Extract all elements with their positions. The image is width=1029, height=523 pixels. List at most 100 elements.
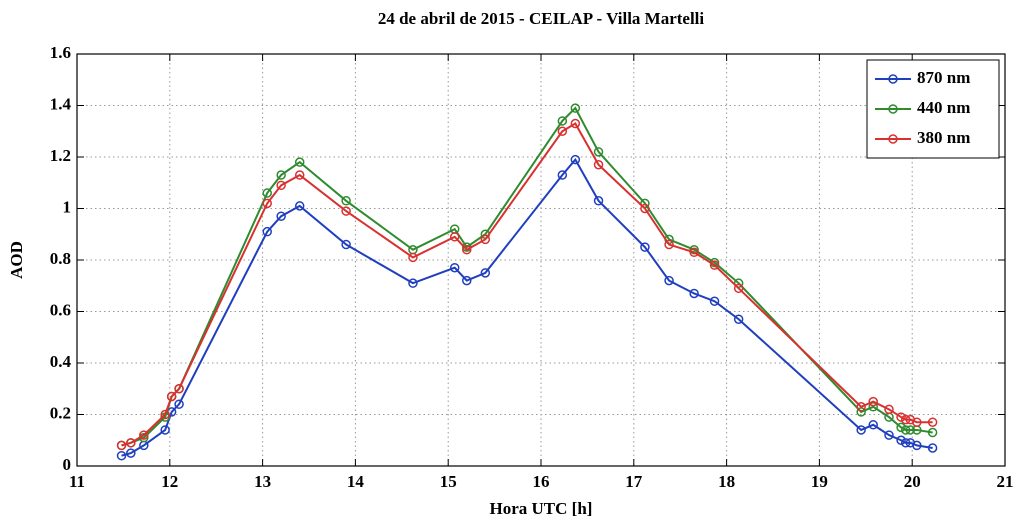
data-point: [449, 232, 460, 242]
x-tick-label: 16: [533, 472, 550, 491]
data-point: [262, 198, 272, 209]
data-point: [733, 314, 744, 324]
data-point: [116, 450, 127, 461]
data-point: [262, 188, 272, 198]
data-point: [733, 283, 744, 294]
data-point: [856, 407, 866, 417]
data-point: [856, 425, 866, 435]
data-point: [896, 412, 906, 422]
y-tick-label: 0: [63, 455, 72, 474]
data-point: [868, 420, 878, 430]
data-point: [462, 244, 472, 255]
legend-marker: [888, 134, 898, 144]
x-tick-label: 15: [440, 472, 457, 491]
x-tick-label: 13: [254, 472, 271, 491]
x-tick-label: 12: [161, 472, 178, 491]
data-point: [896, 435, 906, 445]
y-tick-label: 0.4: [50, 352, 72, 371]
data-point: [593, 196, 604, 206]
data-point: [927, 417, 938, 427]
y-tick-label: 0.8: [50, 249, 71, 268]
data-point: [139, 430, 149, 440]
data-point: [408, 278, 418, 288]
x-tick-label: 18: [718, 472, 735, 491]
data-point: [905, 425, 916, 435]
legend: 870 nm 440 nm 380 nm: [866, 59, 1000, 159]
x-tick-label: 20: [904, 472, 921, 491]
y-tick-label: 0.6: [50, 300, 71, 319]
data-point: [884, 404, 894, 415]
data-point: [868, 396, 878, 407]
x-axis-label: Hora UTC [h]: [490, 499, 593, 518]
data-point: [116, 440, 127, 451]
data-point: [341, 239, 351, 250]
data-point: [570, 103, 581, 113]
data-point: [664, 239, 674, 250]
data-point: [160, 409, 170, 420]
chart-title: 24 de abril de 2015 - CEILAP - Villa Mar…: [378, 9, 705, 28]
data-point: [557, 116, 568, 126]
data-point: [912, 417, 922, 427]
data-point: [341, 206, 351, 216]
data-point: [689, 247, 699, 258]
data-point: [900, 414, 911, 425]
data-point: [593, 159, 604, 170]
legend-marker: [888, 104, 898, 114]
data-point: [449, 262, 460, 273]
x-tick-label: 19: [811, 472, 828, 491]
data-point: [294, 170, 305, 180]
data-point: [341, 196, 351, 206]
legend-marker: [888, 74, 898, 84]
data-point: [166, 391, 177, 402]
data-point: [557, 170, 568, 180]
data-point: [868, 402, 878, 412]
y-tick-label: 1.4: [50, 94, 72, 113]
data-point: [160, 425, 170, 435]
data-point: [856, 402, 866, 412]
data-point: [689, 288, 699, 299]
data-point: [126, 448, 136, 458]
legend-label: 440 nm: [917, 98, 970, 117]
series-line: [121, 122, 933, 447]
y-tick-label: 1.6: [50, 43, 71, 62]
data-point: [709, 260, 720, 270]
data-point: [884, 430, 894, 440]
y-tick-label: 0.2: [50, 403, 71, 422]
x-tick-label: 11: [69, 472, 85, 491]
data-point: [408, 252, 418, 263]
data-point: [276, 170, 286, 180]
data-point: [480, 234, 491, 245]
x-tick-label: 17: [625, 472, 643, 491]
data-point: [709, 296, 720, 306]
data-point: [570, 154, 581, 165]
series-line: [121, 157, 933, 457]
data-point: [174, 384, 184, 394]
axes-frame: [76, 53, 1006, 467]
data-point: [927, 427, 938, 438]
data-point: [262, 226, 272, 237]
legend-label: 380 nm: [917, 128, 970, 147]
data-point: [896, 422, 906, 433]
data-point: [927, 443, 938, 453]
y-tick-label: 1.2: [50, 146, 71, 165]
legend-label: 870 nm: [917, 68, 970, 87]
data-point: [900, 438, 911, 448]
data-point: [912, 440, 922, 451]
data-point: [689, 244, 699, 255]
data-point: [570, 118, 581, 129]
data-point: [126, 438, 136, 448]
data-point: [557, 126, 568, 136]
data-point: [174, 399, 184, 409]
y-tick-label: 1: [63, 197, 72, 216]
x-tick-label: 21: [997, 472, 1014, 491]
data-point: [664, 275, 674, 286]
data-point: [294, 157, 305, 167]
data-point: [593, 147, 604, 157]
data-point: [276, 180, 286, 191]
x-tick-label: 14: [347, 472, 365, 491]
data-point: [480, 268, 491, 278]
data-point: [900, 425, 911, 435]
data-point: [640, 203, 650, 214]
y-axis-label: AOD: [7, 241, 26, 279]
